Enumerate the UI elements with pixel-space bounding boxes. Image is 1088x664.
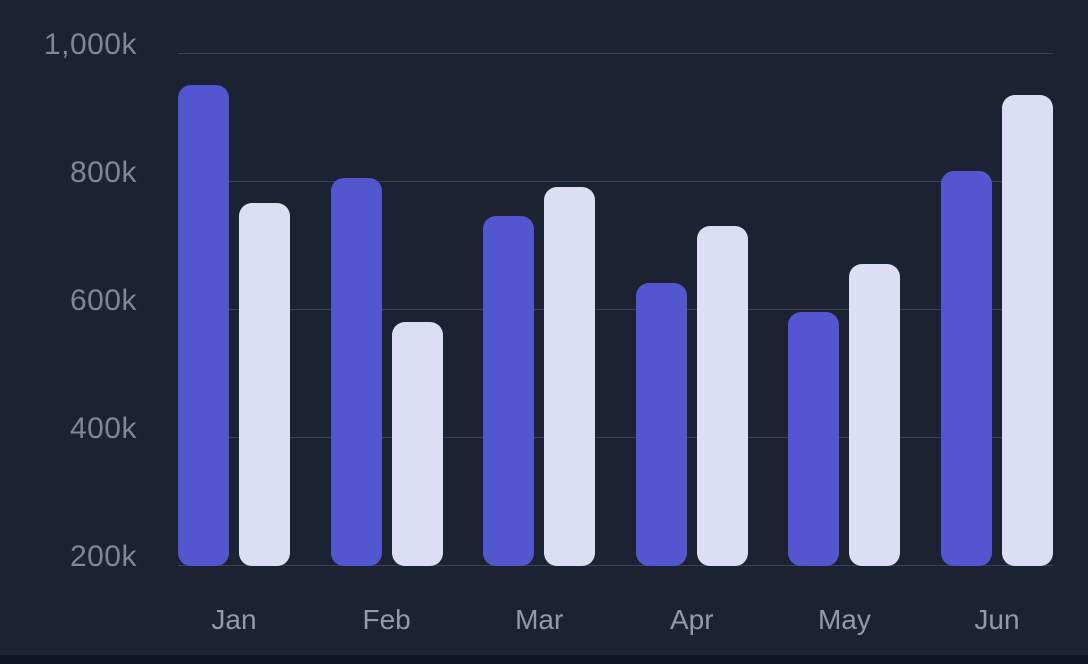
y-tick-label-1000k: 1,000k xyxy=(43,28,137,61)
x-axis-label-feb: Feb xyxy=(362,604,411,635)
bar-jun-primary[interactable] xyxy=(941,171,992,566)
bar-apr-secondary[interactable] xyxy=(696,225,748,566)
x-axis-label-may: May xyxy=(817,604,871,635)
bar-mar-primary[interactable] xyxy=(483,216,535,566)
bar-jan-secondary[interactable] xyxy=(239,203,290,566)
x-axis-label-mar: Mar xyxy=(515,604,564,635)
y-tick-label-600k: 600k xyxy=(69,284,137,317)
gridline-200k xyxy=(178,565,1053,566)
gridline-800k xyxy=(178,181,1053,182)
bar-mar-secondary[interactable] xyxy=(544,187,596,566)
bar-apr-primary[interactable] xyxy=(635,283,687,566)
gridline-1000k xyxy=(178,53,1053,54)
y-tick-label-200k: 200k xyxy=(69,540,137,573)
gridline-400k xyxy=(178,437,1053,438)
x-axis-label-jun: Jun xyxy=(974,604,1020,635)
bar-feb-secondary[interactable] xyxy=(391,321,443,566)
bar-may-primary[interactable] xyxy=(788,312,840,566)
x-axis-label-apr: Apr xyxy=(670,604,714,635)
bar-feb-primary[interactable] xyxy=(330,177,382,566)
bar-jan-primary[interactable] xyxy=(178,85,229,566)
y-tick-label-400k: 400k xyxy=(69,412,137,445)
y-tick-label-800k: 800k xyxy=(69,156,137,189)
bar-may-secondary[interactable] xyxy=(849,264,901,566)
x-axis-label-jan: Jan xyxy=(211,604,257,635)
gridline-600k xyxy=(178,309,1053,310)
bar-jun-secondary[interactable] xyxy=(1002,94,1053,566)
panel-bottom-edge xyxy=(0,655,1088,664)
